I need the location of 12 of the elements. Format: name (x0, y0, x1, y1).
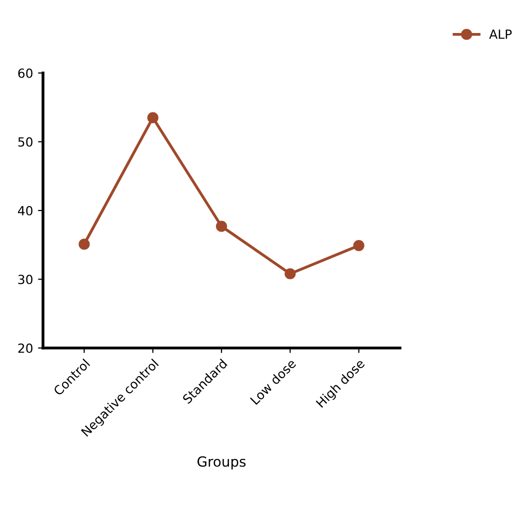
point (147, 112, 158, 124)
point (78, 238, 90, 250)
point (284, 268, 296, 280)
legend-label: ALP (489, 30, 512, 39)
point (216, 220, 228, 232)
y-tick-label: 40 (18, 206, 32, 216)
y-tick-label: 50 (18, 137, 32, 147)
point (353, 240, 364, 252)
y-tick-label: 20 (18, 343, 32, 353)
y-tick-label: 60 (18, 68, 32, 78)
y-tick-label: 30 (18, 274, 32, 284)
x-axis-title: Groups (198, 456, 246, 470)
